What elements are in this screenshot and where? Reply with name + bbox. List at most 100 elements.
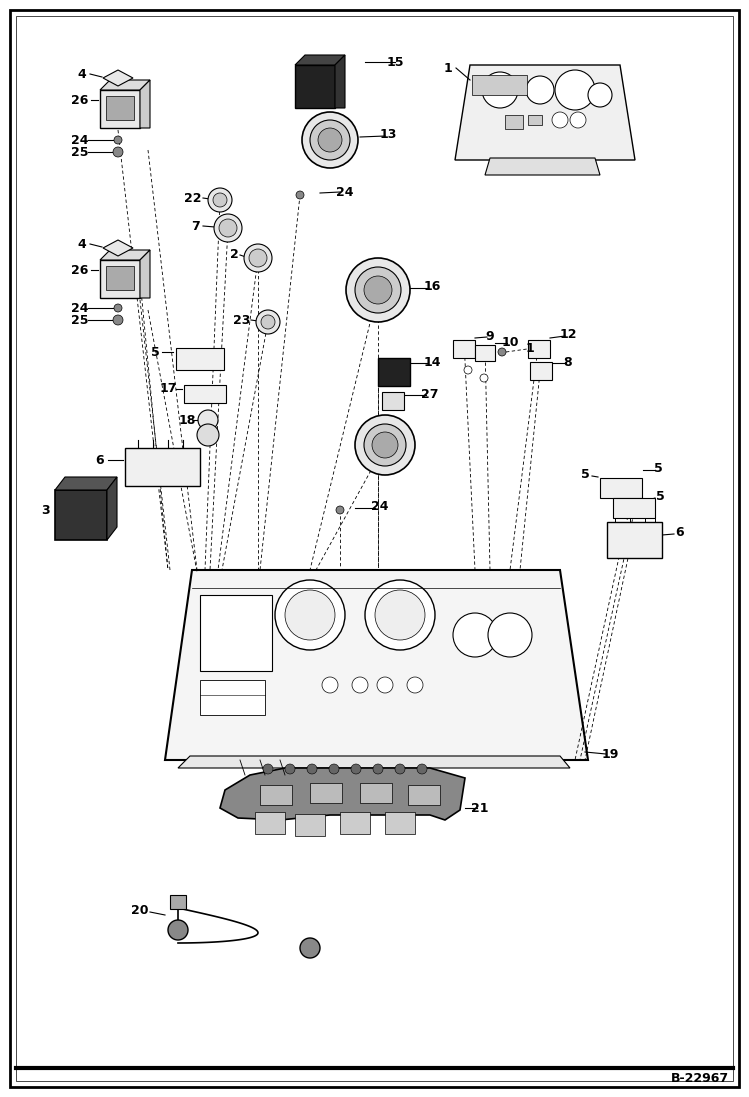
Circle shape: [407, 677, 423, 693]
Circle shape: [263, 764, 273, 774]
Text: 2: 2: [230, 249, 238, 261]
Circle shape: [526, 76, 554, 104]
Circle shape: [365, 580, 435, 651]
Bar: [613, 498, 655, 518]
Text: 24: 24: [71, 134, 88, 147]
Text: 16: 16: [423, 281, 440, 294]
Circle shape: [168, 920, 188, 940]
Bar: [528, 340, 550, 358]
Text: 9: 9: [485, 329, 494, 342]
Circle shape: [355, 415, 415, 475]
Bar: [255, 812, 285, 834]
Bar: [184, 385, 226, 403]
Circle shape: [114, 136, 122, 144]
Circle shape: [296, 191, 304, 199]
Bar: [528, 115, 542, 125]
Polygon shape: [220, 768, 465, 819]
Circle shape: [285, 764, 295, 774]
Text: 4: 4: [78, 237, 86, 250]
Text: 1: 1: [443, 61, 452, 75]
Polygon shape: [100, 80, 150, 90]
Text: 6: 6: [96, 453, 104, 466]
Bar: [385, 812, 415, 834]
Polygon shape: [455, 65, 635, 160]
Bar: [170, 895, 186, 909]
Circle shape: [219, 219, 237, 237]
Circle shape: [302, 112, 358, 168]
Bar: [125, 448, 200, 486]
Circle shape: [464, 366, 472, 374]
Bar: [475, 344, 495, 361]
Bar: [106, 97, 134, 120]
Text: 26: 26: [71, 263, 88, 276]
Circle shape: [285, 590, 335, 640]
Circle shape: [198, 410, 218, 430]
Text: 14: 14: [423, 355, 440, 369]
Circle shape: [588, 83, 612, 108]
Circle shape: [213, 193, 227, 207]
Text: 8: 8: [564, 355, 572, 369]
Polygon shape: [103, 240, 133, 256]
Bar: [200, 595, 272, 671]
Circle shape: [307, 764, 317, 774]
Circle shape: [488, 613, 532, 657]
Circle shape: [214, 214, 242, 242]
Bar: [505, 115, 523, 129]
Text: 1: 1: [526, 341, 534, 354]
Bar: [530, 362, 552, 380]
Text: 20: 20: [131, 904, 149, 916]
Circle shape: [300, 938, 320, 958]
Circle shape: [364, 276, 392, 304]
Circle shape: [310, 120, 350, 160]
Circle shape: [355, 267, 401, 313]
Polygon shape: [295, 55, 345, 65]
Circle shape: [352, 677, 368, 693]
Text: 5: 5: [151, 346, 160, 359]
Polygon shape: [335, 55, 345, 108]
Text: 25: 25: [71, 146, 88, 158]
Text: 22: 22: [184, 192, 201, 204]
Circle shape: [336, 506, 344, 514]
Text: B-22967: B-22967: [671, 1072, 729, 1085]
Bar: [360, 783, 392, 803]
Circle shape: [570, 112, 586, 128]
Bar: [310, 783, 342, 803]
Circle shape: [208, 188, 232, 212]
Circle shape: [318, 128, 342, 152]
Text: 7: 7: [192, 219, 201, 233]
Circle shape: [395, 764, 405, 774]
Text: 24: 24: [372, 500, 389, 513]
Polygon shape: [140, 80, 150, 128]
Text: 17: 17: [160, 383, 177, 396]
Circle shape: [498, 348, 506, 357]
Polygon shape: [165, 570, 588, 760]
Text: 25: 25: [71, 314, 88, 327]
Polygon shape: [55, 477, 117, 490]
Circle shape: [249, 249, 267, 267]
Circle shape: [244, 244, 272, 272]
Circle shape: [377, 677, 393, 693]
Polygon shape: [140, 250, 150, 298]
Circle shape: [480, 374, 488, 382]
Polygon shape: [100, 90, 140, 128]
Circle shape: [113, 147, 123, 157]
Text: 12: 12: [560, 328, 577, 341]
Polygon shape: [107, 477, 117, 540]
Polygon shape: [295, 65, 335, 108]
Text: 15: 15: [386, 56, 404, 68]
Circle shape: [375, 590, 425, 640]
Bar: [106, 265, 134, 290]
Text: 6: 6: [676, 525, 685, 539]
Bar: [607, 522, 662, 558]
Circle shape: [197, 425, 219, 446]
Circle shape: [322, 677, 338, 693]
Bar: [378, 358, 410, 386]
Circle shape: [346, 258, 410, 323]
Bar: [176, 348, 224, 370]
Text: 5: 5: [654, 462, 662, 475]
Bar: [55, 490, 107, 540]
Text: 21: 21: [471, 802, 489, 814]
Circle shape: [329, 764, 339, 774]
Circle shape: [552, 112, 568, 128]
Text: 3: 3: [40, 504, 49, 517]
